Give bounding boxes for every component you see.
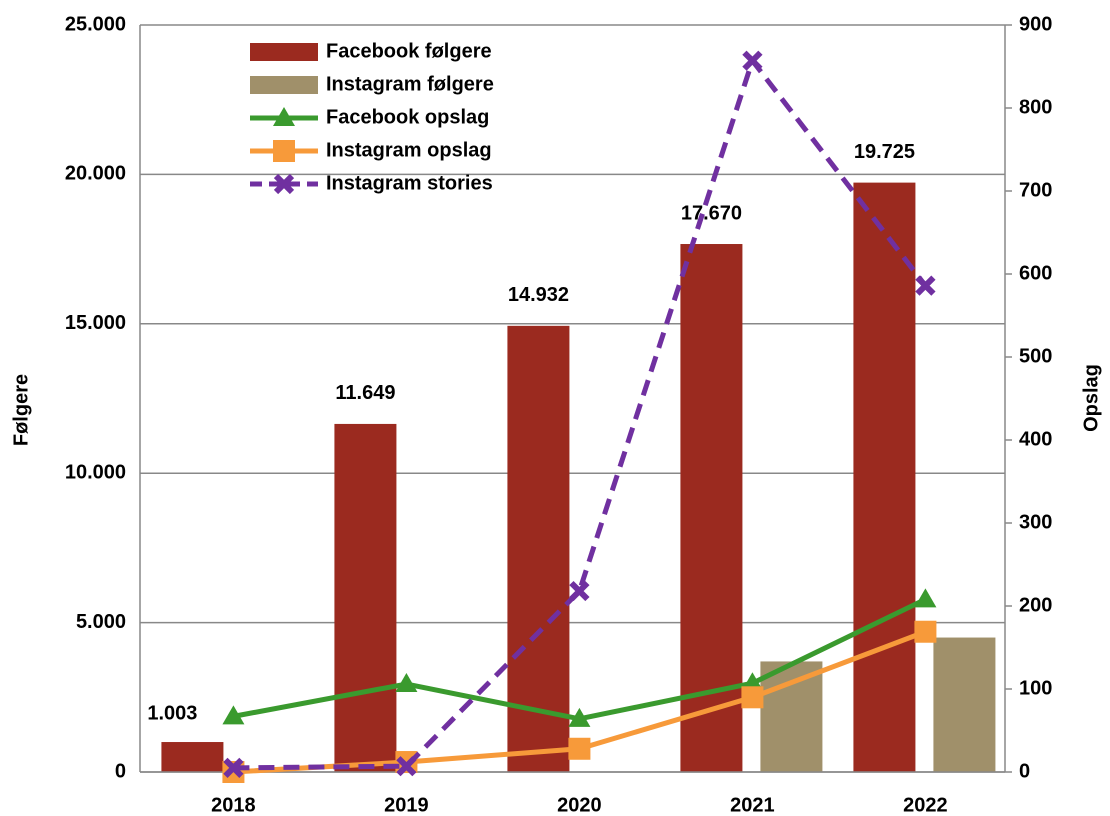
line <box>233 55 928 771</box>
x-tick-label: 2018 <box>211 794 256 816</box>
legend-label: Facebook følgere <box>326 40 492 62</box>
marker <box>222 705 245 725</box>
x-tick-label: 2019 <box>384 794 429 816</box>
legend-label: Instagram opslag <box>326 139 492 161</box>
legend-marker <box>273 140 295 162</box>
bar <box>334 423 397 772</box>
y-tick-label: 25.000 <box>65 13 126 35</box>
y-tick-label: 20.000 <box>65 163 126 185</box>
y-tick-label: 5.000 <box>76 611 126 633</box>
y2-tick-label: 600 <box>1019 262 1052 284</box>
y2-tick-label: 900 <box>1019 13 1052 35</box>
marker <box>569 580 590 602</box>
y-tick-label: 10.000 <box>65 461 126 483</box>
bar <box>680 244 743 773</box>
data-label: 19.725 <box>854 141 915 163</box>
bar <box>933 637 996 772</box>
legend-swatch <box>250 43 318 61</box>
x-tick-label: 2022 <box>903 794 948 816</box>
x-tick-label: 2021 <box>730 794 775 816</box>
y2-tick-label: 0 <box>1019 760 1030 782</box>
y-axis-label: Følgere <box>10 374 32 446</box>
legend-marker <box>273 173 295 195</box>
legend-marker <box>273 107 295 126</box>
y2-tick-label: 300 <box>1019 511 1052 533</box>
data-label: 14.932 <box>508 284 569 306</box>
bar <box>760 661 823 772</box>
legend-label: Instagram stories <box>326 172 493 194</box>
data-label: 17.670 <box>681 202 742 224</box>
marker <box>223 757 244 778</box>
y2-tick-label: 800 <box>1019 96 1052 118</box>
legend-swatch <box>250 76 318 94</box>
y2-tick-label: 700 <box>1019 179 1052 201</box>
marker <box>915 275 936 296</box>
y2-tick-label: 500 <box>1019 345 1052 367</box>
y-tick-label: 15.000 <box>65 312 126 334</box>
marker <box>742 50 763 71</box>
y-tick-label: 0 <box>115 760 126 782</box>
legend-label: Facebook opslag <box>326 106 489 128</box>
marker <box>568 737 591 760</box>
y2-tick-label: 100 <box>1019 677 1052 699</box>
y2-tick-label: 200 <box>1019 594 1052 616</box>
y2-axis-label: Opslag <box>1080 364 1102 432</box>
marker <box>914 588 937 608</box>
bar <box>161 742 224 772</box>
bar <box>853 182 916 772</box>
bar <box>507 325 570 772</box>
data-label: 11.649 <box>335 382 395 404</box>
legend-label: Instagram følgere <box>326 73 494 95</box>
marker <box>741 686 764 709</box>
x-tick-label: 2020 <box>557 794 602 816</box>
marker <box>568 707 591 727</box>
marker <box>914 620 937 643</box>
marker <box>396 756 417 777</box>
data-label: 1.003 <box>147 702 197 724</box>
y2-tick-label: 400 <box>1019 428 1052 450</box>
marker <box>395 673 418 693</box>
